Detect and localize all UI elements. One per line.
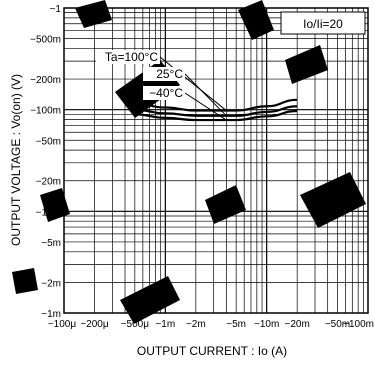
x-ticks: −100μ −200μ −500μ −1m −2m −5m −10m −20m −50m−100… [48, 319, 374, 330]
y-axis-title: OUTPUT VOLTAGE : Vo(on) (V) [9, 74, 23, 246]
annotation-leader [184, 73, 227, 117]
annotation-bg [143, 86, 185, 100]
x-tick-label: −50m [325, 319, 350, 330]
y-tick-label: −200m [30, 75, 61, 86]
series-line [134, 109, 298, 122]
x-tick-label: −100m [343, 319, 374, 330]
annotation-bg [143, 67, 185, 81]
series-line [134, 98, 298, 112]
annotation-label: Ta=100°C [105, 50, 159, 64]
series-line [134, 105, 298, 117]
y-tick-label: −100m [30, 106, 61, 117]
series-group [134, 98, 298, 122]
annotation-leaders [159, 56, 227, 121]
y-tick-label: −50m [36, 136, 61, 147]
x-tick-label: −10m [254, 319, 279, 330]
annotations: Ta=100°C 25°C −40°C [96, 50, 185, 100]
annotation-label: 25°C [156, 67, 183, 81]
x-tick-label: −5m [226, 319, 246, 330]
annotation-leader [184, 92, 227, 121]
x-tick-label: −500μ [121, 319, 150, 330]
x-tick-label: −1m [155, 319, 175, 330]
x-tick-label: −20m [285, 319, 310, 330]
x-axis-title: OUTPUT CURRENT : Io (A) [137, 344, 287, 358]
y-tick-label: −500m [30, 35, 61, 46]
x-tick-label: −100μ [48, 319, 77, 330]
annotation-label: −40°C [149, 86, 183, 100]
annotation-leader [159, 56, 227, 111]
y-tick-label: −1 [50, 4, 62, 15]
x-tick-label: −200μ [80, 319, 109, 330]
annotation-bg [96, 50, 160, 64]
x-tick-label: −2m [186, 319, 206, 330]
grid [64, 8, 368, 313]
y-tick-label: −2m [41, 278, 61, 289]
y-tick-label: −10m [36, 207, 61, 218]
y-tick-label: −1m [41, 309, 61, 320]
legend-box [280, 11, 366, 35]
legend-text: Io/Ii=20 [303, 17, 343, 31]
y-tick-label: −20m [36, 177, 61, 188]
y-tick-label: −5m [41, 238, 61, 249]
y-ticks: −1 −500m −200m −100m −50m −20m −10m −5m −2m −1m [30, 4, 61, 320]
plot-frame [63, 7, 369, 314]
